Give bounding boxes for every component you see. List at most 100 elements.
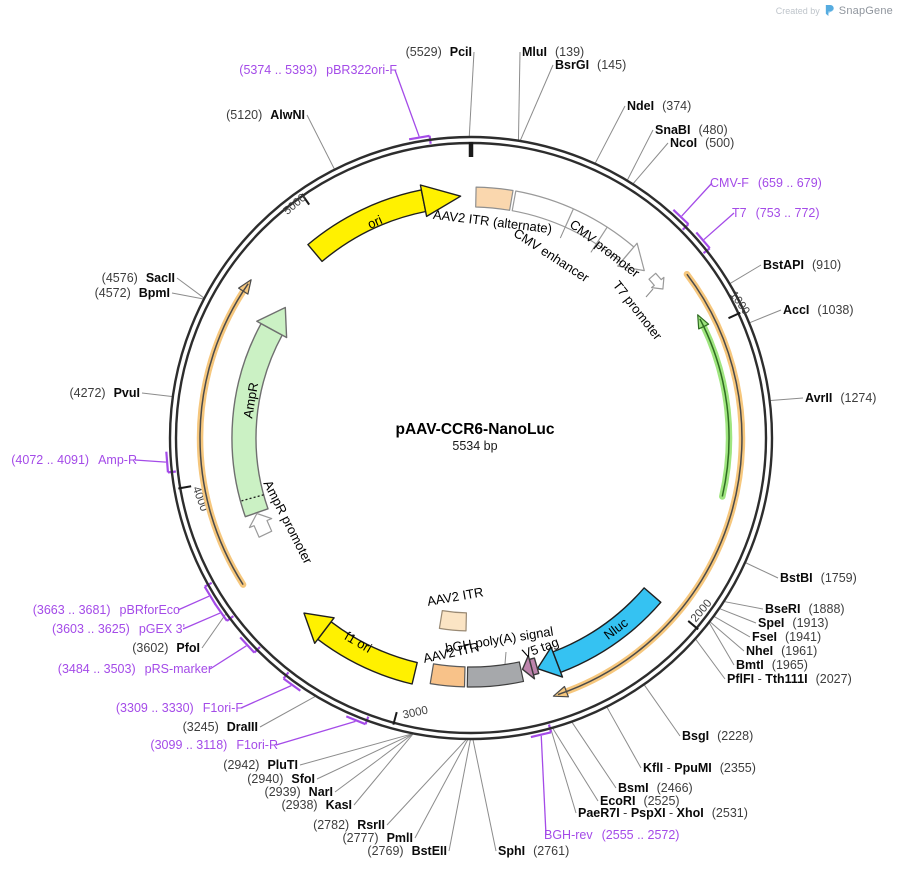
site-label-RsrII[interactable]: (2782) RsrII: [313, 818, 385, 832]
site-label-BmtI[interactable]: BmtI (1965): [736, 658, 808, 672]
site-label-BstBI[interactable]: BstBI (1759): [780, 571, 857, 585]
tick-5000: [300, 193, 310, 206]
site-leader-SacII: [176, 277, 204, 299]
site-label-NdeI[interactable]: NdeI (374): [627, 99, 691, 113]
site-label-PluTI[interactable]: (2942) PluTI: [223, 758, 298, 772]
site-label-SphI[interactable]: SphI (2761): [498, 844, 569, 858]
feature-label-ampr-promoter-12[interactable]: AmpR promoter: [261, 478, 316, 567]
feature-aav2-itr-alternate[interactable]: [475, 186, 514, 211]
primer-mark-pBR322ori-F[interactable]: [408, 134, 430, 141]
primer-label-BGH-rev[interactable]: BGH-rev (2555 .. 2572): [544, 828, 679, 842]
site-label-PvuI[interactable]: (4272) PvuI: [69, 386, 140, 400]
site-label-AvrII[interactable]: AvrII (1274): [805, 391, 876, 405]
primer-mark-F1ori-F[interactable]: [282, 677, 301, 692]
feature-label-ampr-11[interactable]: AmpR: [240, 381, 261, 419]
feature-orf-frame-left[interactable]: [196, 279, 252, 588]
feature-stub-1: [590, 243, 597, 253]
site-leader-BpmI: [171, 292, 204, 300]
site-label-EcoRI[interactable]: EcoRI (2525): [600, 794, 680, 808]
site-leader-RsrII: [386, 739, 467, 826]
site-leader-BstAPI: [730, 264, 762, 284]
site-label-BsrGI[interactable]: BsrGI (145): [555, 58, 626, 72]
site-leader-PaeR7I-PspXI-XhoI: [550, 729, 577, 814]
site-label-NheI[interactable]: NheI (1961): [746, 644, 817, 658]
primer-leader-Amp-R: [134, 459, 166, 463]
site-label-MluI[interactable]: MluI (139): [522, 45, 584, 59]
backbone-outer-ring: [168, 135, 774, 741]
site-label-FseI[interactable]: FseI (1941): [752, 630, 821, 644]
site-leader-KflI-PpuMI: [606, 707, 642, 769]
site-label-KasI[interactable]: (2938) KasI: [281, 798, 352, 812]
feature-bgh-polya-signal[interactable]: [466, 661, 525, 688]
feature-ampr-promoter[interactable]: [248, 512, 273, 538]
primer-label-F1ori-R[interactable]: (3099 .. 3118) F1ori-R: [150, 738, 278, 752]
feature-v5-tag[interactable]: [521, 654, 540, 680]
plasmid-name: pAAV-CCR6-NanoLuc: [395, 421, 554, 438]
site-leader-SphI: [472, 739, 497, 852]
site-label-SfoI[interactable]: (2940) SfoI: [247, 772, 315, 786]
feature-leader-2: [645, 288, 654, 298]
site-label-BstEII[interactable]: (2769) BstEII: [367, 844, 447, 858]
primer-mark-pRS-marker[interactable]: [239, 636, 256, 654]
primer-mark-pBRforEco[interactable]: [203, 586, 217, 606]
feature-ori[interactable]: [307, 184, 462, 263]
feature-ampr[interactable]: [231, 306, 288, 518]
site-label-AlwNI[interactable]: (5120) AlwNI: [226, 108, 305, 122]
leader-lines: [134, 51, 804, 852]
site-label-BsmI[interactable]: BsmI (2466): [618, 781, 693, 795]
site-label-NcoI[interactable]: NcoI (500): [670, 136, 734, 150]
site-label-DraIII[interactable]: (3245) DraIII: [183, 720, 258, 734]
primer-label-pBR322ori-F[interactable]: (5374 .. 5393) pBR322ori-F: [239, 63, 397, 77]
primer-mark-CMV-F[interactable]: [672, 209, 690, 225]
feature-orf-frame-green[interactable]: [697, 314, 733, 500]
primer-leader-F1ori-F: [240, 685, 292, 709]
primer-label-pBRforEco[interactable]: (3663 .. 3681) pBRforEco: [33, 603, 180, 617]
feature-t7-promoter[interactable]: [648, 272, 665, 290]
primer-label-CMV-F[interactable]: CMV-F (659 .. 679): [710, 176, 822, 190]
primer-mark-pGEX-3-[interactable]: [214, 603, 228, 622]
site-label-PaeR7I-PspXI-XhoI[interactable]: PaeR7I - PspXI - XhoI (2531): [578, 806, 748, 820]
site-leader-BmtI: [709, 622, 735, 666]
site-leader-AlwNI: [306, 114, 335, 169]
site-label-BpmI[interactable]: (4572) BpmI: [95, 286, 170, 300]
feature-cmv-enhancer-promoter[interactable]: [511, 190, 645, 272]
site-leader-BsgI: [644, 684, 681, 737]
site-leader-DraIII: [259, 696, 316, 728]
site-label-SnaBI[interactable]: SnaBI (480): [655, 123, 728, 137]
primer-label-T7[interactable]: T7 (753 .. 772): [732, 206, 820, 220]
tick-2000: [687, 620, 699, 631]
site-label-NarI[interactable]: (2939) NarI: [265, 785, 333, 799]
site-label-KflI-PpuMI[interactable]: KflI - PpuMI (2355): [643, 761, 756, 775]
site-leader-SpeI: [719, 608, 757, 624]
site-leader-FseI: [714, 616, 751, 638]
features: [196, 184, 746, 698]
site-label-SpeI[interactable]: SpeI (1913): [758, 616, 829, 630]
feature-aav2-itr-outer[interactable]: [429, 663, 466, 688]
feature-f1-ori[interactable]: [303, 612, 418, 685]
primer-mark-T7[interactable]: [695, 231, 711, 249]
primer-label-F1ori-F[interactable]: (3309 .. 3330) F1ori-F: [116, 701, 243, 715]
site-label-PflFI-Tth111I[interactable]: PflFI - Tth111I (2027): [727, 672, 852, 686]
feature-nluc[interactable]: [536, 587, 662, 678]
site-label-AccI[interactable]: AccI (1038): [783, 303, 854, 317]
site-label-PfoI[interactable]: (3602) PfoI: [132, 641, 200, 655]
site-label-SacII[interactable]: (4576) SacII: [102, 271, 175, 285]
primer-label-pGEX-3-[interactable]: (3603 .. 3625) pGEX 3': [52, 622, 185, 636]
feature-orf-frame-right[interactable]: [552, 270, 746, 698]
site-label-PciI[interactable]: (5529) PciI: [406, 45, 472, 59]
site-label-BstAPI[interactable]: BstAPI (910): [763, 258, 841, 272]
site-leader-BsmI: [571, 722, 617, 789]
feature-aav2-itr-inner[interactable]: [438, 610, 467, 632]
site-label-BseRI[interactable]: BseRI (1888): [765, 602, 845, 616]
feature-label-aav2-itr-inner-9[interactable]: AAV2 ITR: [426, 584, 485, 609]
site-label-PmlI[interactable]: (2777) PmlI: [342, 831, 413, 845]
primer-mark-BGH-rev[interactable]: [530, 731, 552, 739]
feature-leader-0: [504, 651, 507, 665]
primer-label-Amp-R[interactable]: (4072 .. 4091) Amp-R: [11, 453, 137, 467]
primer-label-pRS-marker[interactable]: (3484 .. 3503) pRS-marker: [58, 662, 212, 676]
feature-label-ori-0[interactable]: ori: [365, 212, 384, 232]
primer-mark-F1ori-R[interactable]: [345, 715, 366, 726]
site-label-BsgI[interactable]: BsgI (2228): [682, 729, 753, 743]
primer-mark-Amp-R[interactable]: [165, 451, 170, 473]
